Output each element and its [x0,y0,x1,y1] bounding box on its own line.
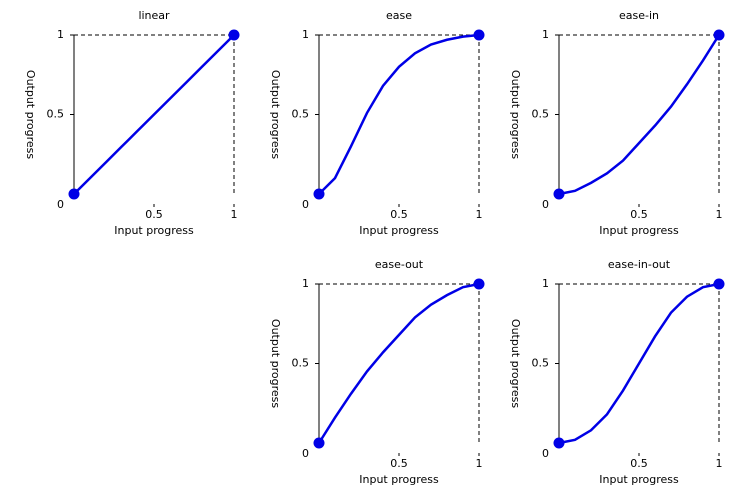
y-tick-label: 1 [302,277,309,290]
y-tick-label: 0 [302,198,309,211]
x-tick-label: 0.5 [630,208,648,221]
end-point [228,29,240,41]
end-point [313,188,325,200]
chart-title: ease-in [619,9,659,22]
end-point [553,437,565,449]
end-point [68,188,80,200]
y-tick-label: 0.5 [292,108,310,121]
x-tick-label: 0.5 [145,208,163,221]
y-axis-label: Output progress [269,319,282,408]
easing-curve [317,282,480,444]
chart-title: linear [138,9,170,22]
y-axis-label: Output progress [509,319,522,408]
x-axis-label: Input progress [599,473,679,486]
end-point [473,29,485,41]
x-tick-label: 1 [716,208,723,221]
x-tick-label: 1 [231,208,238,221]
end-point [713,29,725,41]
x-tick-label: 0.5 [390,457,408,470]
x-axis-label: Input progress [114,224,194,237]
end-point [313,437,325,449]
y-tick-label: 0.5 [47,108,65,121]
easing-curve [558,34,721,196]
chart-title: ease-out [375,258,424,271]
x-tick-label: 1 [476,457,483,470]
y-tick-label: 0.5 [292,357,310,370]
y-tick-label: 1 [302,28,309,41]
y-tick-label: 0 [302,447,309,460]
y-tick-label: 0 [542,198,549,211]
end-point [473,278,485,290]
x-axis-label: Input progress [359,473,439,486]
easing-curve [558,282,720,445]
y-tick-label: 0.5 [532,108,550,121]
easing-curve [318,33,480,195]
y-tick-label: 0 [542,447,549,460]
x-tick-label: 1 [476,208,483,221]
end-point [553,188,565,200]
y-tick-label: 1 [57,28,64,41]
y-axis-label: Output progress [269,70,282,159]
y-axis-label: Output progress [24,70,37,159]
y-tick-label: 1 [542,277,549,290]
chart-title: ease [386,9,412,22]
end-point [713,278,725,290]
x-tick-label: 0.5 [630,457,648,470]
y-tick-label: 0.5 [532,357,550,370]
easing-curve [73,34,235,195]
x-tick-label: 1 [716,457,723,470]
x-axis-label: Input progress [359,224,439,237]
chart-title: ease-in-out [608,258,671,271]
x-axis-label: Input progress [599,224,679,237]
x-tick-label: 0.5 [390,208,408,221]
y-axis-label: Output progress [509,70,522,159]
y-tick-label: 1 [542,28,549,41]
y-tick-label: 0 [57,198,64,211]
